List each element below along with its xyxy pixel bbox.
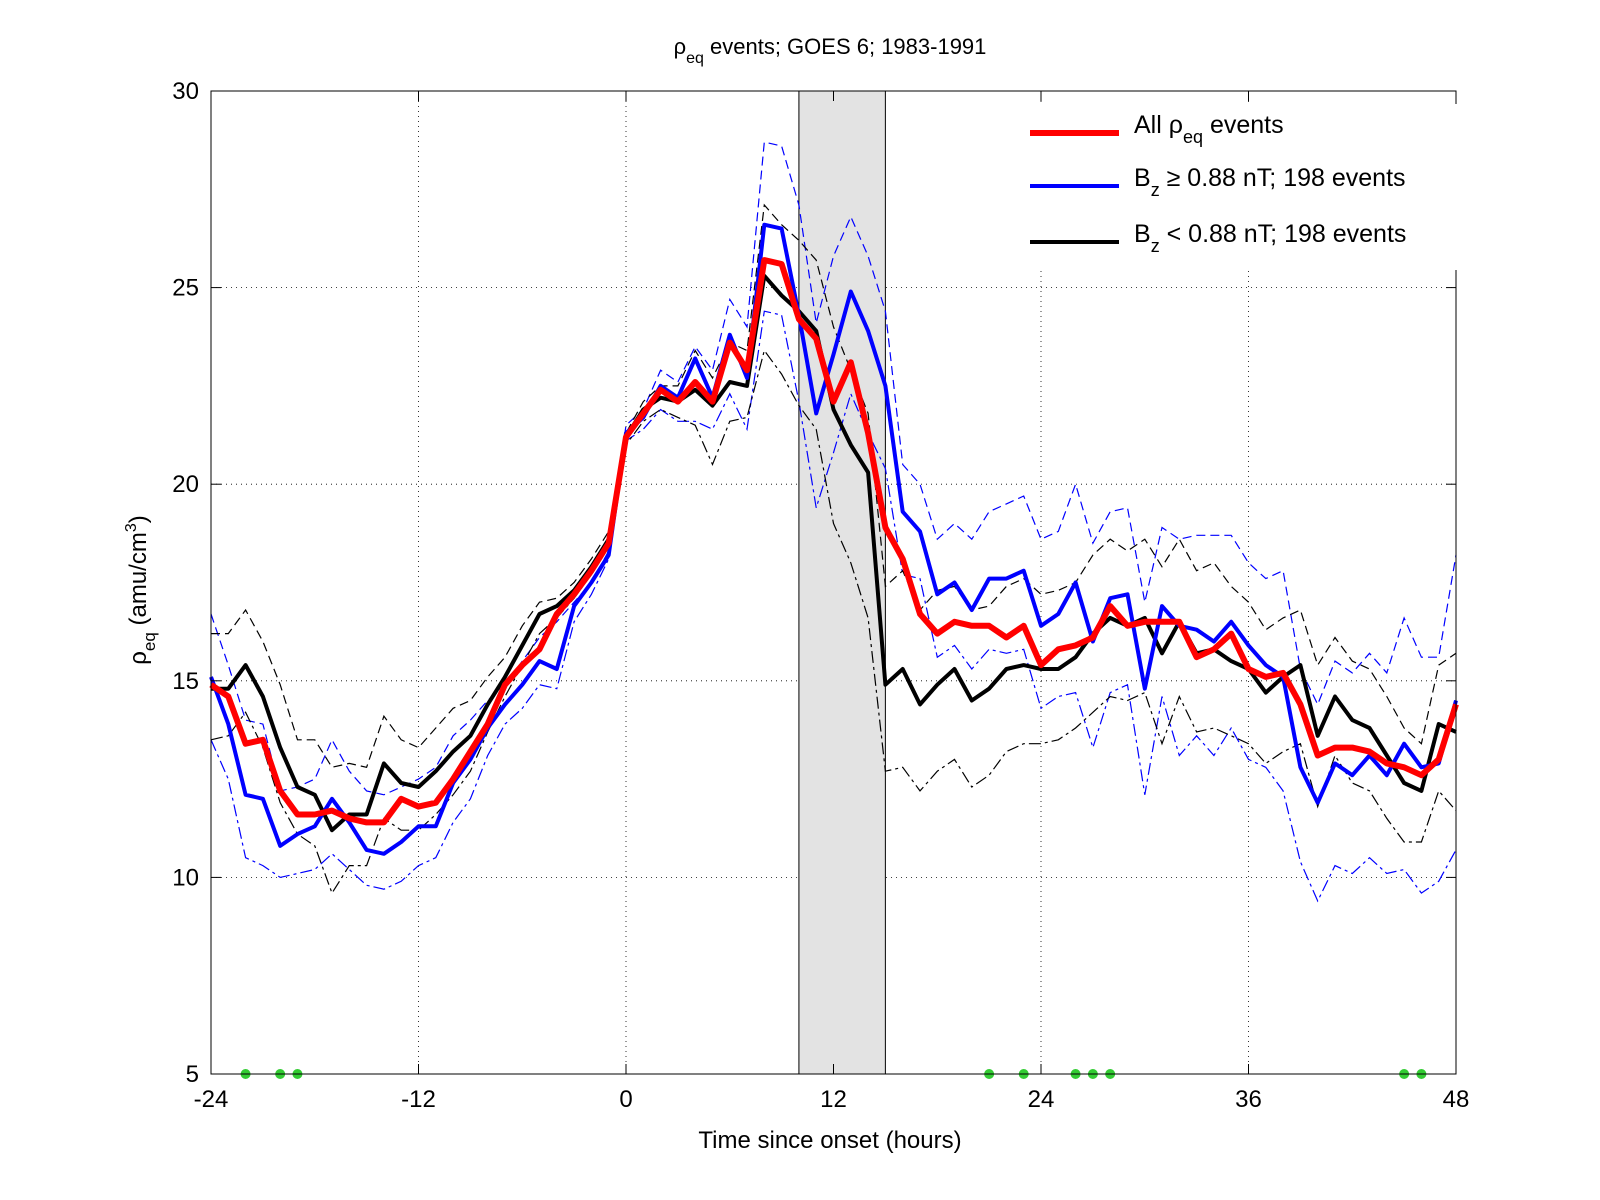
legend-label-bz-low: Bz < 0.88 nT; 198 events [1134, 220, 1406, 256]
series-line-1 [209, 222, 1458, 856]
x-tick-label-0: -24 [194, 1086, 229, 1113]
x-tick-label-3: 12 [820, 1086, 847, 1113]
axis-ticks: -24 -12 0 12 24 36 48 5 10 15 20 25 30 [172, 78, 1469, 1113]
y-tick-label-2: 15 [172, 668, 199, 695]
chart-title: ρeq events; GOES 6; 1983-1991 [674, 34, 987, 67]
legend-label-bz-high: Bz ≥ 0.88 nT; 198 events [1134, 164, 1406, 200]
x-axis-label: Time since onset (hours) [698, 1127, 961, 1154]
legend-label-all: All ρeq events [1134, 111, 1284, 147]
y-tick-label-0: 5 [186, 1061, 199, 1088]
x-tick-label-6: 48 [1443, 1086, 1470, 1113]
series-line-0 [209, 257, 1459, 826]
band-line-2 [211, 203, 1457, 769]
y-tick-label-5: 30 [172, 78, 199, 105]
x-tick-label-2: 0 [619, 1086, 632, 1113]
band-line-0 [210, 141, 1457, 796]
y-tick-label-1: 10 [172, 864, 199, 891]
shaded-rect [798, 90, 886, 1075]
legend: All ρeq events Bz ≥ 0.88 nT; 198 events … [1027, 104, 1457, 270]
x-tick-label-1: -12 [401, 1086, 436, 1113]
x-tick-label-4: 24 [1028, 1086, 1055, 1113]
band-line-3 [210, 349, 1457, 895]
y-axis-label: ρeq (amu/cm3) [123, 515, 159, 665]
band-line-1 [210, 310, 1457, 903]
x-tick-label-5: 36 [1235, 1086, 1262, 1113]
shaded-interval [798, 90, 886, 1075]
confidence-bands [210, 141, 1457, 903]
y-tick-label-4: 25 [172, 275, 199, 302]
series-lines [209, 222, 1459, 856]
y-tick-label-3: 20 [172, 471, 199, 498]
